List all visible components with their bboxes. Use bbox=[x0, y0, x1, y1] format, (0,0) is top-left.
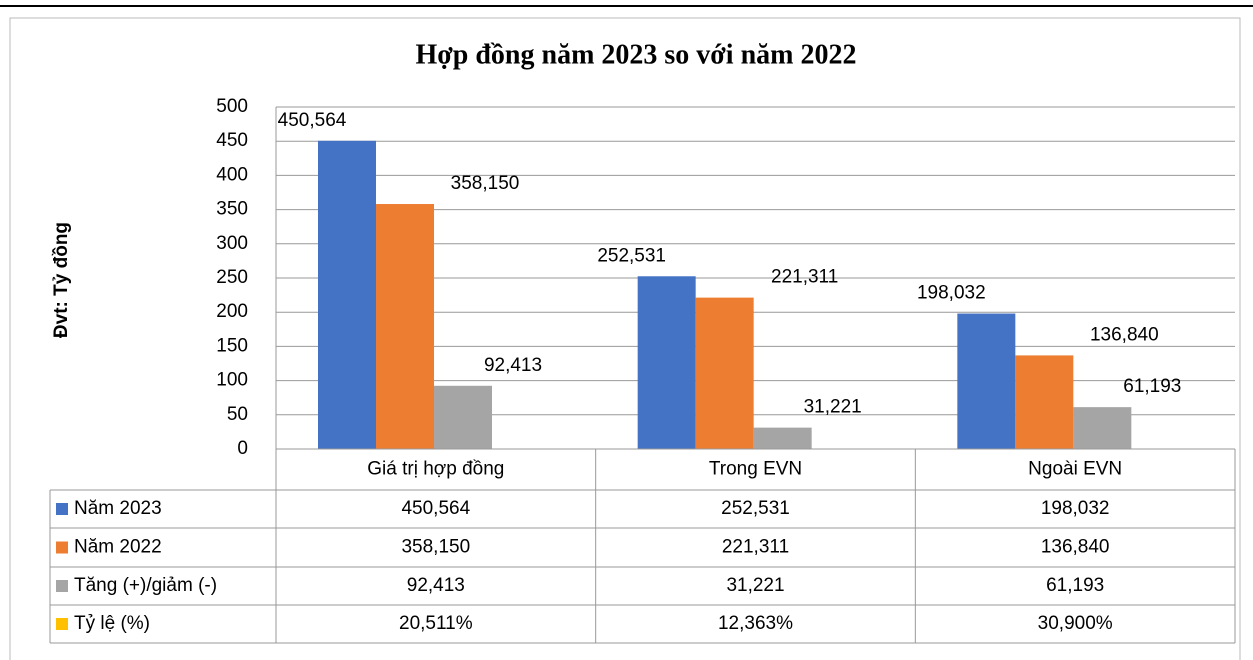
y-tick-label: 500 bbox=[216, 96, 248, 117]
data-label: 61,193 bbox=[1123, 376, 1181, 397]
x-tick-label: Giá trị hợp đồng bbox=[367, 459, 504, 480]
y-tick-label: 300 bbox=[216, 233, 248, 254]
x-tick-label: Trong EVN bbox=[709, 459, 802, 480]
bar bbox=[1015, 355, 1074, 449]
table-cell: 221,311 bbox=[722, 537, 789, 558]
legend-key bbox=[56, 541, 68, 554]
bar bbox=[695, 297, 754, 449]
data-label: 31,221 bbox=[804, 397, 862, 418]
table-cell: 358,150 bbox=[401, 537, 470, 558]
data-label: 358,150 bbox=[451, 173, 520, 194]
chart-title: Hợp đồng năm 2023 so với năm 2022 bbox=[416, 39, 857, 70]
bar bbox=[753, 427, 812, 449]
legend-label: Năm 2022 bbox=[74, 537, 162, 558]
table-cell: 450,564 bbox=[401, 498, 470, 519]
legend-label: Tỷ lệ (%) bbox=[74, 613, 150, 634]
data-label: 450,564 bbox=[278, 110, 347, 131]
y-tick-label: 450 bbox=[216, 130, 248, 151]
y-tick-label: 100 bbox=[216, 370, 248, 391]
legend-label: Tăng (+)/giảm (-) bbox=[74, 575, 217, 596]
bar bbox=[376, 204, 434, 449]
bar bbox=[957, 313, 1016, 449]
legend-key bbox=[56, 618, 68, 630]
data-label: 252,531 bbox=[597, 245, 666, 266]
data-label: 92,413 bbox=[484, 355, 542, 376]
table-cell: 30,900% bbox=[1038, 613, 1113, 634]
table-cell: 61,193 bbox=[1046, 575, 1104, 596]
y-tick-label: 0 bbox=[237, 438, 248, 459]
table-cell: 92,413 bbox=[407, 575, 465, 596]
bar bbox=[434, 385, 492, 449]
bar bbox=[1073, 407, 1132, 449]
table-cell: 198,032 bbox=[1041, 498, 1110, 519]
table-cell: 31,221 bbox=[726, 575, 784, 596]
x-tick-label: Ngoài EVN bbox=[1028, 459, 1122, 480]
legend-key bbox=[56, 580, 68, 592]
table-cell: 252,531 bbox=[721, 498, 790, 519]
y-tick-label: 250 bbox=[216, 267, 248, 288]
table-cell: 20,511% bbox=[399, 613, 473, 634]
data-label: 136,840 bbox=[1090, 324, 1159, 345]
legend-label: Năm 2023 bbox=[74, 498, 162, 519]
chart-border bbox=[9, 17, 1241, 660]
y-tick-label: 400 bbox=[216, 164, 248, 185]
legend-key bbox=[56, 503, 68, 515]
y-tick-label: 200 bbox=[216, 301, 248, 322]
data-label: 198,032 bbox=[917, 283, 986, 304]
table-cell: 136,840 bbox=[1041, 537, 1110, 558]
data-label: 221,311 bbox=[771, 267, 838, 288]
y-tick-label: 50 bbox=[227, 404, 248, 425]
y-tick-label: 150 bbox=[216, 335, 248, 356]
bar bbox=[318, 140, 376, 450]
y-axis-title: Đvt: Tỷ đồng bbox=[51, 222, 72, 338]
bar bbox=[637, 276, 696, 449]
table-cell: 12,363% bbox=[718, 613, 793, 634]
y-tick-label: 350 bbox=[216, 199, 248, 220]
